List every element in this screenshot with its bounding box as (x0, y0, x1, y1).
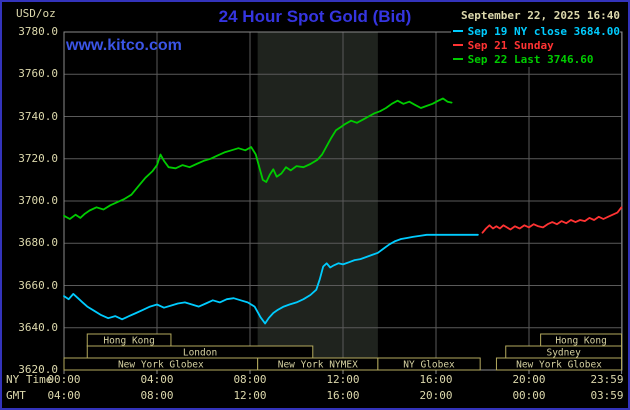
x-tick-label: 23:59 (590, 373, 624, 386)
y-tick-label: 3720.0 (18, 151, 58, 165)
x-axis-name: NY Time (6, 373, 53, 386)
session-label: NY Globex (403, 360, 455, 371)
x-tick-label: 12:00 (233, 389, 267, 402)
x-tick-label: 20:00 (512, 373, 546, 386)
chart-datetime: September 22, 2025 16:40 (461, 9, 620, 22)
y-tick-label: 3740.0 (18, 109, 58, 123)
legend-marker (452, 58, 463, 60)
x-axis-name: GMT (6, 389, 26, 402)
session-box (377, 357, 481, 371)
price-line-sep-21-sunday (481, 206, 623, 234)
x-tick-label: 04:00 (47, 389, 81, 402)
x-tick-label: 03:59 (590, 389, 624, 402)
session-box (495, 357, 623, 371)
x-tick-label: 00:00 (512, 389, 546, 402)
legend-item: Sep 21 Sunday (452, 39, 554, 53)
session-label: New York Globex (516, 360, 602, 371)
legend-label: Sep 19 NY close 3684.00 (467, 25, 620, 38)
legend-label: Sep 22 Last 3746.60 (467, 53, 594, 66)
session-label: London (183, 348, 217, 359)
y-tick-label: 3780.0 (18, 25, 58, 38)
legend: Sep 19 NY close 3684.00 Sep 21 Sunday Sep … (450, 25, 620, 67)
y-tick-label: 3620.0 (18, 363, 58, 376)
y-tick-label: 3660.0 (18, 278, 58, 292)
x-tick-label: 12:00 (326, 373, 360, 386)
session-label: New York Globex (118, 360, 204, 371)
legend-marker (452, 30, 463, 32)
x-tick-label: 00:00 (47, 373, 81, 386)
y-axis-units: USD/oz (16, 7, 56, 20)
x-tick-label: 16:00 (419, 373, 453, 386)
legend-item: Sep 22 Last 3746.60 (452, 53, 594, 67)
legend-marker (452, 44, 463, 46)
x-tick-label: 08:00 (140, 389, 174, 402)
kitco-watermark-link[interactable]: www.kitco.com (66, 37, 182, 54)
session-label: Sydney (546, 348, 581, 359)
price-line-sep-22-last (63, 97, 453, 220)
y-tick-label: 3640.0 (18, 320, 58, 334)
legend-label: Sep 21 Sunday (467, 39, 554, 52)
x-axis-row-ny-time: NY Time 00:00 04:00 08:00 12:00 16:00 20:00 23:… (2, 373, 628, 387)
x-axis-row-gmt: GMT 04:00 08:00 12:00 16:00 20:00 00:00 03:59 (2, 389, 628, 403)
y-tick-label: 3700.0 (18, 194, 58, 207)
price-line-sep-19-ny-close (63, 233, 479, 325)
x-tick-label: 08:00 (233, 373, 267, 386)
chart-title: 24 Hour Spot Gold (Bid) (218, 7, 412, 26)
legend-item: Sep 19 NY close 3684.00 (452, 25, 620, 39)
y-tick-label: 3760.0 (18, 67, 58, 81)
x-tick-label: 16:00 (326, 389, 360, 402)
y-tick-label: 3680.0 (18, 236, 58, 250)
session-label: New York NYMEX (278, 360, 358, 371)
session-label: Hong Kong (555, 336, 606, 347)
x-tick-label: 04:00 (140, 373, 174, 386)
session-label: Hong Kong (103, 336, 154, 347)
x-tick-label: 20:00 (419, 389, 453, 402)
